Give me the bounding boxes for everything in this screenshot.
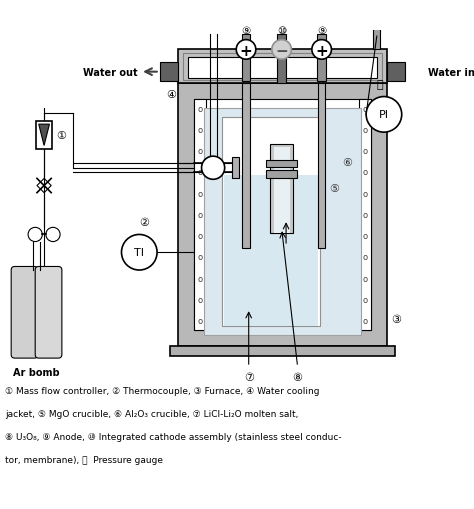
Text: ⑨: ⑨: [241, 26, 251, 36]
FancyBboxPatch shape: [11, 267, 38, 358]
Text: ⑧ U₃O₈, ⑨ Anode, ⑩ Integrated cathode assembly (stainless steel conduc-: ⑧ U₃O₈, ⑨ Anode, ⑩ Integrated cathode as…: [5, 432, 342, 441]
Text: o: o: [363, 126, 368, 134]
Bar: [178, 84, 387, 346]
Bar: [373, 24, 380, 50]
Text: jacket, ⑤ MgO crucible, ⑥ Al₂O₃ crucible, ⑦ LiCl-Li₂O molten salt,: jacket, ⑤ MgO crucible, ⑥ Al₂O₃ crucible…: [5, 409, 298, 418]
Bar: [242, 35, 250, 82]
Bar: [193, 100, 206, 330]
Text: Water out: Water out: [83, 68, 137, 77]
Text: +: +: [240, 44, 253, 59]
Text: o: o: [363, 232, 368, 241]
Bar: [318, 84, 325, 248]
Text: Ar bomb: Ar bomb: [13, 367, 60, 377]
Text: o: o: [363, 189, 368, 199]
Text: ⑧: ⑧: [292, 373, 302, 383]
Text: o: o: [197, 211, 202, 219]
Text: o: o: [363, 317, 368, 326]
Bar: [160, 63, 178, 82]
Text: PI: PI: [379, 110, 389, 120]
Text: o: o: [197, 274, 202, 283]
Text: TI: TI: [134, 248, 144, 258]
Circle shape: [46, 228, 60, 242]
Text: o: o: [197, 126, 202, 134]
Text: tor, membrane), ⑪  Pressure gauge: tor, membrane), ⑪ Pressure gauge: [5, 455, 163, 464]
Text: ⑤: ⑤: [329, 184, 339, 194]
Text: o: o: [197, 317, 202, 326]
Bar: [266, 160, 297, 167]
Bar: [183, 54, 382, 80]
Circle shape: [236, 41, 256, 60]
Text: o: o: [197, 147, 202, 156]
Bar: [243, 84, 250, 248]
Text: o: o: [363, 295, 368, 304]
Text: ⑦: ⑦: [244, 373, 254, 383]
Circle shape: [272, 41, 292, 60]
Bar: [224, 176, 318, 326]
Text: o: o: [363, 253, 368, 262]
Text: ① Mass flow controller, ② Thermocouple, ③ Furnace, ④ Water cooling: ① Mass flow controller, ② Thermocouple, …: [5, 386, 319, 395]
Text: o: o: [363, 147, 368, 156]
Bar: [270, 145, 293, 233]
Polygon shape: [39, 125, 49, 146]
Bar: [171, 346, 394, 357]
Text: Water in: Water in: [428, 68, 474, 77]
FancyBboxPatch shape: [35, 267, 62, 358]
Circle shape: [201, 157, 225, 180]
Text: o: o: [197, 168, 202, 177]
Text: ⑥: ⑥: [342, 157, 353, 167]
Text: o: o: [363, 211, 368, 219]
Text: ⑨: ⑨: [317, 26, 326, 36]
Bar: [222, 118, 320, 326]
Text: ③: ③: [391, 315, 401, 324]
Text: −: −: [275, 44, 288, 59]
Bar: [266, 171, 297, 178]
Circle shape: [366, 97, 402, 133]
Text: +: +: [315, 44, 328, 59]
Bar: [188, 58, 377, 79]
Text: o: o: [363, 168, 368, 177]
Text: o: o: [197, 104, 202, 114]
Text: ②: ②: [139, 218, 149, 228]
Bar: [204, 109, 361, 335]
Text: o: o: [363, 104, 368, 114]
Bar: [359, 100, 372, 330]
Bar: [36, 121, 52, 150]
Text: o: o: [363, 274, 368, 283]
Bar: [232, 158, 239, 179]
Circle shape: [28, 228, 42, 242]
Bar: [178, 50, 387, 84]
Circle shape: [312, 41, 331, 60]
Text: o: o: [197, 232, 202, 241]
Text: o: o: [197, 295, 202, 304]
Bar: [277, 35, 286, 84]
Text: ⑩: ⑩: [277, 26, 286, 36]
Text: ④: ④: [166, 90, 176, 100]
Text: ⑪: ⑪: [376, 80, 383, 90]
Text: o: o: [197, 253, 202, 262]
Text: ①: ①: [56, 130, 66, 140]
Text: o: o: [197, 189, 202, 199]
Bar: [273, 148, 290, 233]
Bar: [317, 35, 326, 82]
Circle shape: [121, 235, 157, 270]
Bar: [387, 63, 405, 82]
Bar: [193, 100, 372, 330]
